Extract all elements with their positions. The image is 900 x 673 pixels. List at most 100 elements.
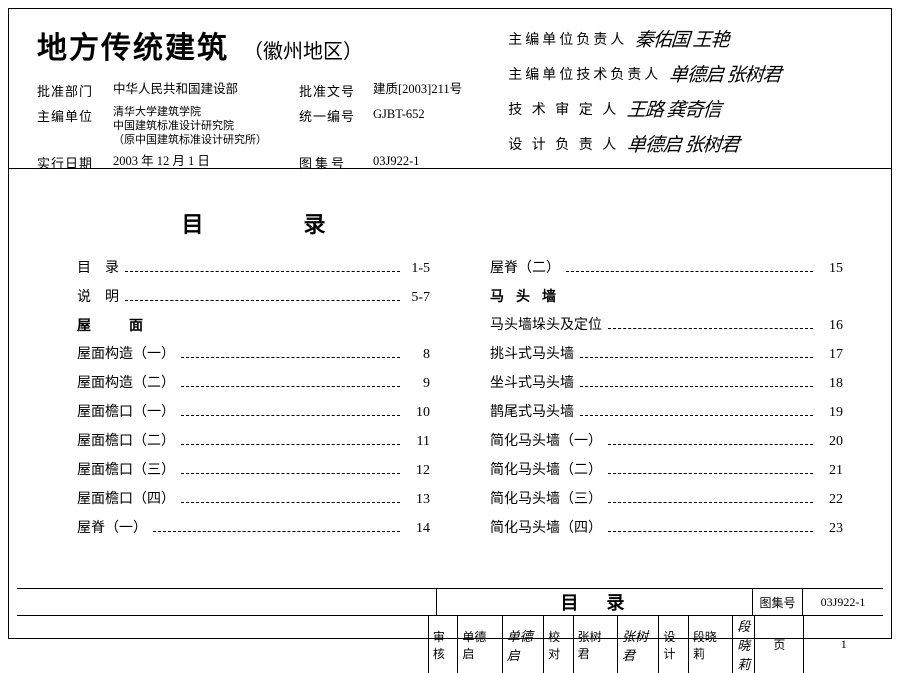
toc-label: 屋脊（二） — [490, 257, 560, 277]
toc-entry: 挑斗式马头墙 17 — [490, 343, 843, 363]
toc-leader — [580, 357, 813, 358]
toc-leader — [181, 386, 400, 387]
footer-review-name: 单德启 — [458, 616, 502, 673]
toc-page: 11 — [406, 434, 430, 450]
toc-page: 20 — [819, 434, 843, 450]
title-sub: （徽州地区） — [243, 35, 363, 64]
toc-entry: 简化马头墙（一） 20 — [490, 430, 843, 450]
toc-entry: 屋面檐口（四） 13 — [77, 488, 430, 508]
meta-label: 批准部门 — [37, 81, 107, 100]
toc-label: 简化马头墙（四） — [490, 517, 602, 537]
sig-names: 王路 龚奇信 — [626, 95, 722, 122]
toc-entry: 简化马头墙（四） 23 — [490, 517, 843, 537]
toc-heading: 目录 — [77, 207, 430, 239]
toc-entry: 说 明5-7 — [77, 286, 430, 306]
signature-row: 主编单位负责人 秦佑国 王艳 — [508, 25, 879, 52]
toc-entry: 屋面檐口（二） 11 — [77, 430, 430, 450]
toc-leader — [153, 531, 400, 532]
signature-row: 主编单位技术负责人 单德启 张树君 — [508, 60, 879, 87]
toc-col-right: 屋脊（二）15马头墙马头墙垛头及定位16挑斗式马头墙17坐斗式马头墙18鹊尾式马… — [490, 207, 843, 578]
footer-review-sig: 单德启 — [503, 616, 544, 673]
header-left: 地方传统建筑 （徽州地区） 批准部门 中华人民共和国建设部 批准文号 建质[20… — [9, 9, 490, 168]
meta-label: 实行日期 — [37, 153, 107, 172]
toc-page: 12 — [406, 463, 430, 479]
toc-entry: 马头墙垛头及定位16 — [490, 314, 843, 334]
toc-label: 简化马头墙（三） — [490, 488, 602, 508]
toc-label: 说 明 — [77, 286, 119, 306]
toc-leader — [125, 271, 400, 272]
toc-page: 21 — [819, 463, 843, 479]
toc-entry: 屋面构造（二）9 — [77, 372, 430, 392]
toc-label: 屋面檐口（二） — [77, 430, 175, 450]
meta-val: 建质[2003]211号 — [373, 81, 472, 98]
toc-leader — [181, 444, 400, 445]
title-main: 地方传统建筑 — [37, 23, 229, 67]
meta-val: GJBT-652 — [373, 106, 472, 123]
toc-label: 屋面檐口（三） — [77, 459, 175, 479]
footer-title: 目录 — [437, 589, 753, 615]
toc-page: 23 — [819, 521, 843, 537]
header: 地方传统建筑 （徽州地区） 批准部门 中华人民共和国建设部 批准文号 建质[20… — [9, 9, 891, 169]
footer-atlas-label: 图集号 — [753, 589, 803, 615]
meta-label: 统一编号 — [299, 106, 367, 125]
toc-page: 13 — [406, 492, 430, 508]
toc-leader — [608, 328, 813, 329]
toc-leader — [181, 415, 400, 416]
sig-label: 设 计 负 责 人 — [508, 134, 619, 154]
footer-proof-sig: 张树君 — [618, 616, 659, 673]
footer-proof-name: 张树君 — [574, 616, 618, 673]
toc-label: 马头墙垛头及定位 — [490, 314, 602, 334]
meta-label: 批准文号 — [299, 81, 367, 100]
toc-page: 19 — [819, 405, 843, 421]
sig-names: 单德启 张树君 — [626, 130, 740, 157]
toc-leader — [580, 415, 813, 416]
toc-leader — [608, 444, 813, 445]
toc-section: 屋 面 — [77, 315, 430, 335]
footer-proof-label: 校对 — [544, 616, 574, 673]
header-right: 主编单位负责人 秦佑国 王艳 主编单位技术负责人 单德启 张树君 技 术 审 定… — [490, 9, 891, 168]
toc-entry: 坐斗式马头墙18 — [490, 372, 843, 392]
footer-design-sig: 段晓莉 — [733, 616, 755, 673]
meta-val: 中华人民共和国建设部 — [113, 81, 293, 98]
footer: 目录 图集号 03J922-1 审核 单德启 单德启 校对 张树君 张树君 设计… — [17, 588, 883, 630]
sig-names: 单德启 张树君 — [668, 60, 782, 87]
toc-label: 屋面檐口（一） — [77, 401, 175, 421]
toc-page: 17 — [819, 347, 843, 363]
toc-leader — [580, 386, 813, 387]
toc-leader — [125, 300, 400, 301]
toc-leader — [608, 531, 813, 532]
title-row: 地方传统建筑 （徽州地区） — [37, 23, 472, 67]
toc-leader — [566, 271, 813, 272]
page-border: 地方传统建筑 （徽州地区） 批准部门 中华人民共和国建设部 批准文号 建质[20… — [8, 8, 892, 639]
sig-label: 主编单位负责人 — [508, 29, 627, 49]
toc-label: 鹊尾式马头墙 — [490, 401, 574, 421]
toc-label: 屋面檐口（四） — [77, 488, 175, 508]
toc-leader — [181, 357, 400, 358]
toc-col-left: 目录 目 录 1-5 说 明5-7 屋 面屋面构造（一）8 屋面构造（二）9 屋面檐口（一… — [77, 207, 430, 578]
signature-row: 设 计 负 责 人 单德启 张树君 — [508, 130, 879, 157]
toc-entry: 屋面檐口（三） 12 — [77, 459, 430, 479]
toc-entry: 屋脊（二）15 — [490, 257, 843, 277]
toc-label: 屋面构造（二） — [77, 372, 175, 392]
meta-label: 图集号 — [299, 153, 367, 172]
meta-val: 03J922-1 — [373, 153, 472, 170]
footer-review-label: 审核 — [429, 616, 459, 673]
sig-label: 主编单位技术负责人 — [508, 64, 661, 84]
toc-entry: 屋面檐口（一）10 — [77, 401, 430, 421]
footer-design-name: 段晓莉 — [689, 616, 733, 673]
toc-entry: 目 录 1-5 — [77, 257, 430, 277]
toc-leader — [181, 502, 400, 503]
toc-entry: 屋面构造（一）8 — [77, 343, 430, 363]
meta-grid: 批准部门 中华人民共和国建设部 批准文号 建质[2003]211号 主编单位 清… — [37, 81, 472, 172]
toc-label: 挑斗式马头墙 — [490, 343, 574, 363]
sig-names: 秦佑国 王艳 — [634, 25, 730, 52]
toc-leader — [608, 502, 813, 503]
footer-page-num: 1 — [804, 616, 883, 673]
footer-atlas-code: 03J922-1 — [803, 589, 883, 615]
toc-label: 简化马头墙（一） — [490, 430, 602, 450]
toc-label: 目 录 — [77, 257, 119, 277]
toc-label: 屋脊（一） — [77, 517, 147, 537]
meta-val-editor: 清华大学建筑学院 中国建筑标准设计研究院 （原中国建筑标准设计研究所） — [113, 106, 293, 147]
sig-label: 技 术 审 定 人 — [508, 99, 619, 119]
toc-page: 1-5 — [406, 261, 430, 277]
